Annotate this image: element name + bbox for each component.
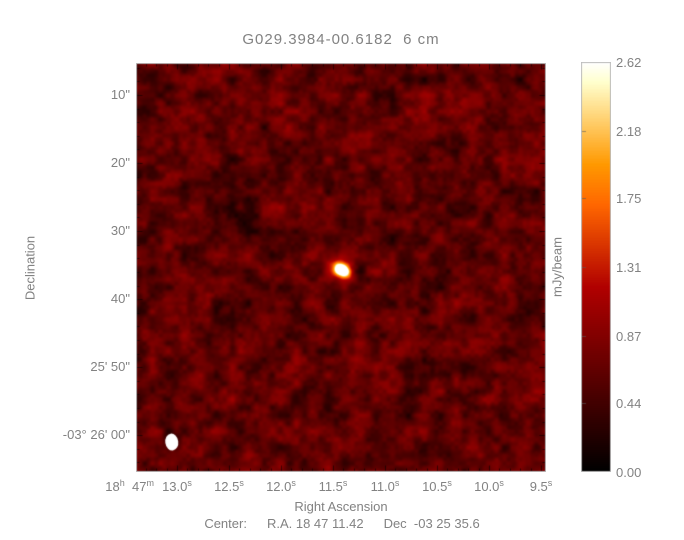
unit-superscript: s <box>499 478 504 488</box>
unit-superscript: h <box>119 478 125 488</box>
center-caption: Center: R.A. 18 47 11.42 Dec -03 25 35.6 <box>0 516 684 531</box>
unit-superscript: s <box>239 478 244 488</box>
colorbar-tick-label: 2.18 <box>616 123 642 139</box>
y-axis-tick-label: 20" <box>110 155 130 171</box>
caption-dec-value: Dec -03 25 35.6 <box>383 516 480 531</box>
plot-title: G029.3984-00.6182 6 cm <box>242 31 440 48</box>
colorbar-tick-label: 0.00 <box>616 465 642 480</box>
x-axis-tick-label: 10.0s <box>474 478 504 494</box>
unit-superscript: s <box>291 478 296 488</box>
x-axis-tick-label: 12.5s <box>214 478 244 494</box>
colorbar-tick-label: 0.44 <box>616 396 642 412</box>
unit-superscript: m <box>146 478 154 488</box>
caption-ra-value: R.A. 18 47 11.42 <box>266 516 364 531</box>
unit-superscript: s <box>342 478 348 488</box>
caption-center-label: Center: <box>204 516 247 531</box>
x-axis-tick-label: 13.0s <box>162 478 192 494</box>
unit-superscript: s <box>187 478 192 488</box>
unit-superscript: s <box>394 478 400 488</box>
x-axis-tick-label: 9.5s <box>529 478 553 494</box>
unit-superscript: s <box>447 478 452 488</box>
unit-superscript: s <box>547 478 553 488</box>
y-axis-tick-label: -03° 26' 00" <box>62 427 130 443</box>
x-axis-label: Right Ascension <box>294 499 388 514</box>
x-axis-tick-label: 10.5s <box>422 478 452 494</box>
colorbar-tick-label: 1.31 <box>616 260 642 275</box>
colorbar-tick-label: 2.62 <box>616 55 642 70</box>
colorbar-tick-label: 0.87 <box>616 328 642 344</box>
x-axis-tick-label: 11.0s <box>370 478 400 494</box>
radio-map-canvas <box>136 63 546 472</box>
colorbar-canvas <box>581 62 611 472</box>
y-axis-tick-label: 30" <box>110 223 130 239</box>
y-axis-tick-label: 10" <box>110 86 130 102</box>
x-axis-tick-label: 12.0s <box>266 478 296 494</box>
x-axis-tick-label: 11.5s <box>318 478 348 494</box>
y-axis-tick-label: 25' 50" <box>90 359 130 375</box>
colorbar-tick-label: 1.75 <box>616 191 642 207</box>
x-axis-hour-prefix: 18h 47m <box>105 478 154 494</box>
y-axis-tick-label: 40" <box>110 291 130 307</box>
colorbar-label: mJy/beam <box>549 237 565 297</box>
